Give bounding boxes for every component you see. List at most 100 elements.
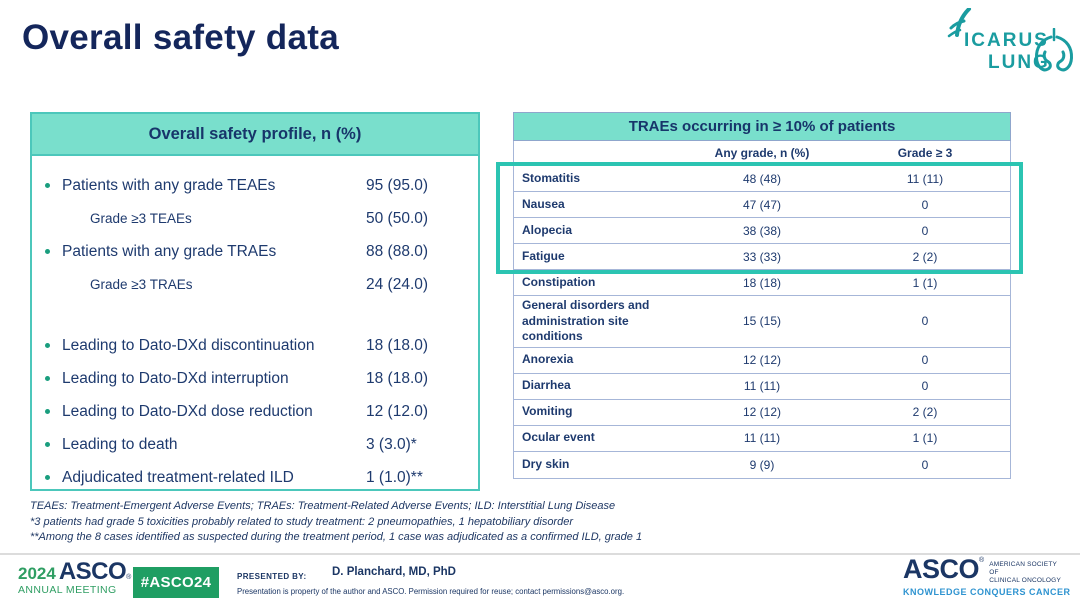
society-line1: AMERICAN SOCIETY OF xyxy=(989,561,1057,576)
table-row: Constipation 18 (18) 1 (1) xyxy=(514,270,1010,296)
row-value: 50 (50.0) xyxy=(366,209,429,227)
row-value: 18 (18.0) xyxy=(366,369,429,387)
row-value: 1 (1.0)** xyxy=(366,468,423,486)
page-title: Overall safety data xyxy=(22,18,339,57)
safety-profile-row: Grade ≥3 TRAEs 24 (24.0) xyxy=(32,268,478,301)
table-row: Alopecia 38 (38) 0 xyxy=(514,218,1010,244)
bullet-icon xyxy=(32,442,62,447)
row-label: Leading to Dato-DXd interruption xyxy=(62,369,289,387)
trae-label: Constipation xyxy=(522,274,596,289)
wing-icon xyxy=(947,8,971,38)
trae-grade3: 0 xyxy=(921,223,929,238)
trae-any-grade: 12 (12) xyxy=(742,405,782,420)
row-label: Leading to death xyxy=(62,435,178,453)
trae-label: Ocular event xyxy=(522,430,595,445)
bullet-icon xyxy=(32,409,62,414)
trae-any-grade: 12 (12) xyxy=(742,353,782,368)
row-label: Patients with any grade TEAEs xyxy=(62,176,276,194)
table-row: Stomatitis 48 (48) 11 (11) xyxy=(514,166,1010,192)
bullet-icon xyxy=(32,343,62,348)
table-row: Fatigue 33 (33) 2 (2) xyxy=(514,244,1010,270)
safety-profile-row: Leading to death 3 (3.0)* xyxy=(32,428,478,461)
traes-table: Any grade, n (%) Grade ≥ 3 Stomatitis 48 … xyxy=(513,141,1011,479)
registered-mark: ® xyxy=(979,557,985,564)
row-label: Adjudicated treatment-related ILD xyxy=(62,468,294,486)
safety-profile-row: Leading to Dato-DXd dose reduction 12 (12… xyxy=(32,395,478,428)
row-value: 12 (12.0) xyxy=(366,402,429,420)
presenter-name: D. Planchard, MD, PhD xyxy=(332,566,456,578)
trae-grade3: 2 (2) xyxy=(912,249,938,264)
trae-label: Diarrhea xyxy=(522,378,571,393)
row-value: 88 (88.0) xyxy=(366,242,429,260)
table-row: Nausea 47 (47) 0 xyxy=(514,192,1010,218)
trae-label: Stomatitis xyxy=(522,170,581,185)
presented-by-label: PRESENTED BY: xyxy=(237,572,307,581)
trae-grade3: 1 (1) xyxy=(912,431,938,446)
traes-table-header: TRAEs occurring in ≥ 10% of patients xyxy=(513,112,1011,141)
traes-column-headers: Any grade, n (%) Grade ≥ 3 xyxy=(514,141,1010,166)
row-label: Patients with any grade TRAEs xyxy=(62,242,277,260)
trae-any-grade: 38 (38) xyxy=(742,223,782,238)
row-value: 24 (24.0) xyxy=(366,275,429,293)
row-value: 18 (18.0) xyxy=(366,336,429,354)
trae-label: Nausea xyxy=(522,196,565,211)
footnote-abbreviations: TEAEs: Treatment-Emergent Adverse Events… xyxy=(30,500,616,512)
trae-label: Vomiting xyxy=(522,404,573,419)
trae-label: Fatigue xyxy=(522,248,565,263)
asco-tagline: KNOWLEDGE CONQUERS CANCER xyxy=(903,587,1071,597)
footnote-asterisk: *3 patients had grade 5 toxicities proba… xyxy=(30,515,573,528)
asco-logo-text: ASCO xyxy=(903,554,980,584)
logo-text-icarus: ICARUS xyxy=(964,30,1049,51)
safety-profile-row: Leading to Dato-DXd discontinuation 18 (1… xyxy=(32,329,478,362)
table-row: Ocular event 11 (11) 1 (1) xyxy=(514,426,1010,452)
trae-label: Dry skin xyxy=(522,456,570,471)
safety-profile-row: Leading to Dato-DXd interruption 18 (18.0… xyxy=(32,362,478,395)
safety-profile-row: Patients with any grade TRAEs 88 (88.0) xyxy=(32,235,478,268)
row-label: Leading to Dato-DXd dose reduction xyxy=(62,402,313,420)
row-label: Grade ≥3 TRAEs xyxy=(90,277,193,292)
safety-profile-panel: Overall safety profile, n (%) Patients w… xyxy=(30,112,480,491)
bullet-icon xyxy=(32,376,62,381)
row-label: Grade ≥3 TEAEs xyxy=(90,211,192,226)
meeting-org: ASCO xyxy=(58,558,127,585)
trae-any-grade: 15 (15) xyxy=(742,314,782,329)
safety-profile-row: Grade ≥3 TEAEs 50 (50.0) xyxy=(32,202,478,235)
trae-grade3: 0 xyxy=(921,379,929,394)
trae-any-grade: 11 (11) xyxy=(743,379,781,394)
meeting-name: ANNUAL MEETING xyxy=(18,584,117,596)
table-row: Anorexia 12 (12) 0 xyxy=(514,348,1010,374)
society-line2: CLINICAL ONCOLOGY xyxy=(989,577,1061,584)
column-header-grade3: Grade ≥ 3 xyxy=(897,146,953,160)
trae-grade3: 0 xyxy=(921,314,929,329)
asco-society-name: AMERICAN SOCIETY OF CLINICAL ONCOLOGY xyxy=(989,561,1068,585)
row-label: Leading to Dato-DXd discontinuation xyxy=(62,336,315,354)
trae-grade3: 0 xyxy=(921,353,929,368)
row-value: 95 (95.0) xyxy=(366,176,429,194)
trae-any-grade: 11 (11) xyxy=(743,431,781,446)
asco-annual-meeting-logo: 2024 ASCO ® ANNUAL MEETING xyxy=(18,558,132,597)
table-row: Vomiting 12 (12) 2 (2) xyxy=(514,400,1010,426)
traes-table-body: Stomatitis 48 (48) 11 (11) Nausea 47 (47) 0 Al… xyxy=(514,166,1010,478)
lungs-icon xyxy=(1034,28,1074,72)
traes-panel: TRAEs occurring in ≥ 10% of patients Any… xyxy=(496,112,1023,479)
icarus-lung-logo: ICARUS LUNG xyxy=(933,6,1078,88)
registered-mark: ® xyxy=(126,574,132,581)
trae-grade3: 0 xyxy=(921,197,929,212)
logo-text-lung: LUNG xyxy=(988,52,1050,73)
trae-grade3: 1 (1) xyxy=(912,275,938,290)
asco-society-logo: ASCO ® AMERICAN SOCIETY OF CLINICAL ONCO… xyxy=(903,554,1071,598)
footnote-double-asterisk: **Among the 8 cases identified as suspec… xyxy=(30,531,643,543)
bullet-icon xyxy=(32,183,62,188)
trae-label: Anorexia xyxy=(522,352,574,367)
trae-any-grade: 33 (33) xyxy=(742,249,782,264)
trae-grade3: 0 xyxy=(921,457,929,472)
trae-grade3: 2 (2) xyxy=(912,405,938,420)
hashtag-badge: #ASCO24 xyxy=(133,567,219,598)
trae-grade3: 11 (11) xyxy=(906,171,944,186)
trae-any-grade: 47 (47) xyxy=(742,197,782,212)
footer-divider xyxy=(0,553,1080,555)
trae-any-grade: 48 (48) xyxy=(742,171,782,186)
safety-profile-body: Patients with any grade TEAEs 95 (95.0) Gr… xyxy=(32,156,478,494)
trae-any-grade: 9 (9) xyxy=(749,457,775,472)
trae-label: Alopecia xyxy=(522,222,573,237)
